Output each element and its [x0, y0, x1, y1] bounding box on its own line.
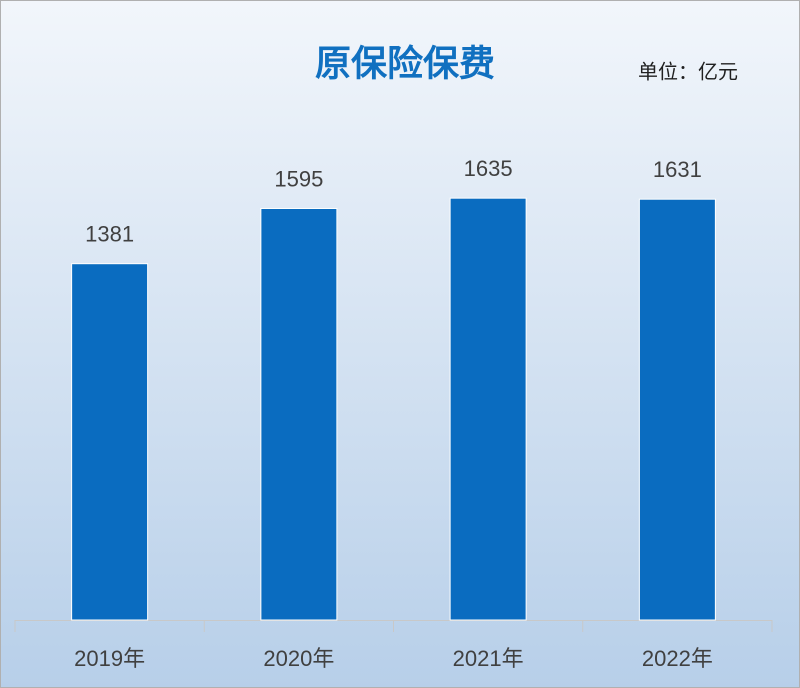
chart-title: 原保险保费: [315, 43, 495, 84]
x-tick-label: 2019年: [74, 646, 145, 671]
bar: [449, 197, 527, 621]
value-label: 1381: [85, 222, 134, 247]
x-tick-label: 2020年: [263, 646, 334, 671]
value-label: 1635: [464, 156, 513, 181]
value-label: 1595: [274, 166, 323, 191]
bar: [260, 207, 338, 621]
bar: [638, 198, 716, 621]
bar: [71, 263, 149, 621]
unit-label: 单位：亿元: [638, 60, 738, 83]
x-tick-label: 2022年: [642, 646, 713, 671]
x-tick-label: 2021年: [453, 646, 524, 671]
value-label: 1631: [653, 157, 702, 182]
